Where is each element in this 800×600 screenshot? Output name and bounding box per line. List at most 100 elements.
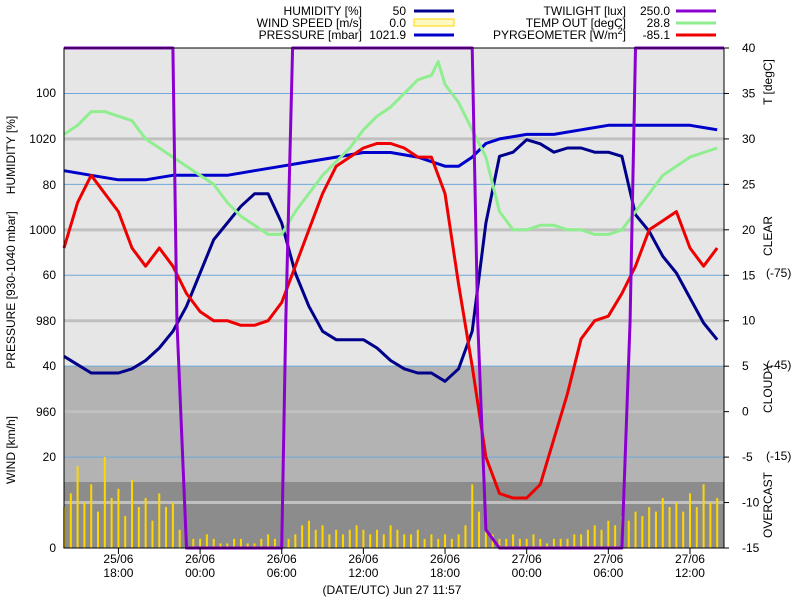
wind-bar [158,493,161,548]
humidity-tick-60: 60 [43,268,57,282]
wind-bar [682,511,685,548]
temperature-tick-label: 40 [742,41,756,55]
temperature-tick-label: 10 [742,314,756,328]
pyrgeometer-scale-minus45: (-45) [766,358,791,372]
wind-bar [321,525,324,548]
wind-bar [403,534,406,548]
wind-bar [124,516,127,548]
wind-bar [294,534,297,548]
legend-wind-swatch [413,18,455,27]
x-tick-date: 26/06 [185,552,215,566]
wind-bar [716,497,719,548]
wind-bar [505,538,508,548]
overcast-band [64,482,724,548]
legend-humidity-label: HUMIDITY [%] [284,4,362,18]
wind-bar [654,511,657,548]
legend-twilight-label: TWILIGHT [lux] [544,4,626,18]
legend-temp-value: 28.8 [647,16,671,30]
x-tick-date: 27/06 [512,552,542,566]
wind-bar [552,538,555,548]
wind-bar [205,534,208,548]
x-tick-date: 25/06 [103,552,133,566]
temperature-tick-label: -15 [742,541,760,555]
wind-bar [593,525,596,548]
wind-bar [117,488,120,548]
temperature-tick-label: 25 [742,177,756,191]
wind-bar [151,520,154,548]
wind-bar [335,529,338,548]
wind-bar [233,538,236,548]
wind-bar [457,534,460,548]
legend-pyrgeometer-tail: ] [623,28,626,42]
series-line-humidity [63,138,719,383]
wind-bar [69,493,72,548]
legend-wind-value: 0.0 [389,16,406,30]
wind-bar [478,511,481,548]
wind-bar [688,493,691,548]
plot-frame [63,47,725,549]
temperature-tick-label: 30 [742,132,756,146]
wind-bar [355,525,358,548]
x-tick-time: 18:00 [430,566,460,580]
x-tick-date: 26/06 [267,552,297,566]
pressure-axis-title: PRESSURE [930-1040 mbar] [4,211,18,368]
cloudy-band [64,366,724,482]
wind-bar [307,520,310,548]
wind-bar [362,529,365,548]
x-tick-date: 26/06 [430,552,460,566]
legend-wind-label: WIND SPEED [m/s] [257,16,362,30]
sky-label-clear: CLEAR [761,216,775,256]
wind-bar [525,538,528,548]
wind-bar [226,543,229,548]
humidity-axis-title: HUMIDITY [%] [4,116,18,194]
legend-temp-label: TEMP OUT [degC] [526,16,626,30]
wind-bar [546,543,549,548]
legend-pressure-value: 1021.9 [369,28,406,42]
wind-bar [709,502,712,548]
humidity-tick-100: 100 [36,86,56,100]
legend-pressure-label: PRESSURE [mbar] [259,28,362,42]
x-tick-date: 27/06 [675,552,705,566]
right-axis: T [degC] CLEAR CLOUDY OVERCAST (-75) (-4… [724,41,791,555]
temperature-tick-label: 5 [742,359,749,373]
wind-bar [471,484,474,548]
wind-bar [559,538,562,548]
wind-bar [430,534,433,548]
legend-pyrgeometer-value: -85.1 [643,28,671,42]
wind-bar [573,534,576,548]
wind-bar [144,497,147,548]
clear-band [64,48,724,366]
temperature-tick-label: -5 [742,450,753,464]
wind-bar [369,534,372,548]
legend-pyrgeometer-name: PYRGEOMETER [W/m [493,28,618,42]
wind-bar [83,502,86,548]
wind-bar [192,538,195,548]
wind-bar [253,543,256,548]
series-layer [62,46,724,550]
wind-bar [212,538,215,548]
wind-bar [382,534,385,548]
wind-bar [246,543,249,548]
x-tick-date: 27/06 [593,552,623,566]
wind-bar [675,502,678,548]
pyrgeometer-scale-minus15: (-15) [766,449,791,463]
wind-bar [702,484,705,548]
wind-bar [566,538,569,548]
legend-pyrgeometer-label: PYRGEOMETER [W/m2] [493,26,626,42]
wind-bar [444,534,447,548]
wind-bar [410,534,413,548]
wind-bar [607,520,610,548]
wind-bar [518,538,521,548]
wind-bar [600,529,603,548]
wind-bar [267,534,270,548]
wind-bar [199,538,202,548]
temperature-tick-label: 35 [742,86,756,100]
wind-bar [287,538,290,548]
wind-bar [97,511,100,548]
wind-tick-20: 20 [43,450,57,464]
pressure-tick-1020: 1020 [29,132,56,146]
x-axis-title: (DATE/UTC) Jun 27 11:57 [323,583,462,597]
wind-bar [416,529,419,548]
temperature-tick-label: 20 [742,223,756,237]
